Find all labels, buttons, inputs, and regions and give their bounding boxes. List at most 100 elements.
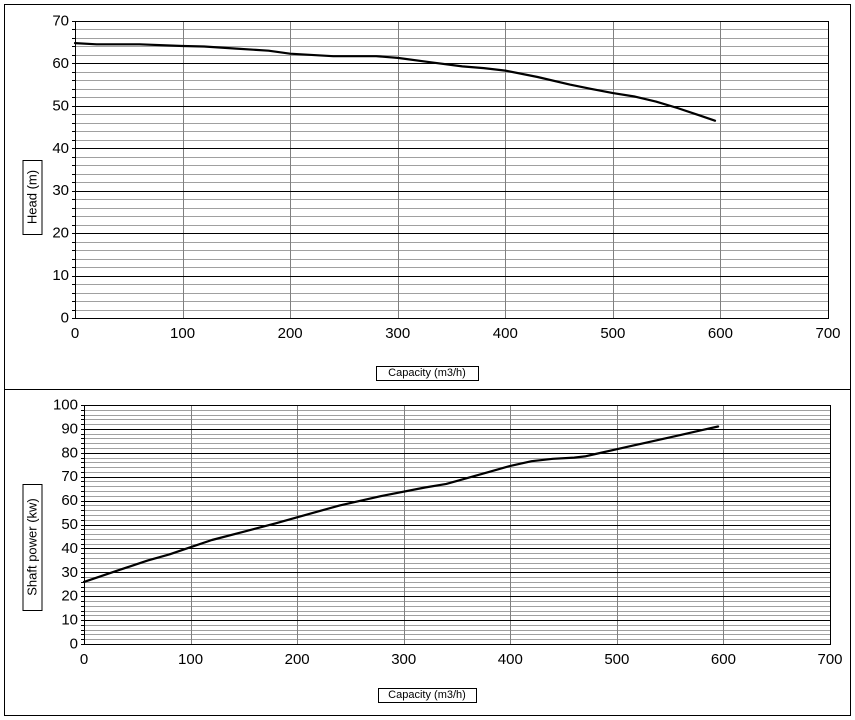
shaft-power-chart-grid [81, 405, 831, 645]
x-tick-label: 600 [708, 325, 733, 342]
data-point [658, 439, 661, 441]
data-point [332, 55, 334, 57]
data-point [429, 61, 431, 63]
y-tick-label: 60 [52, 55, 69, 72]
data-point [573, 457, 575, 459]
data-point [268, 50, 270, 52]
data-point [637, 443, 639, 445]
shaft-power-chart-y-axis-title: Shaft power (kw) [25, 498, 40, 596]
x-tick-label: 500 [604, 651, 629, 668]
y-tick-label: 70 [52, 13, 69, 30]
x-tick-label: 700 [817, 651, 842, 668]
shaft-power-chart-tick-labels: 0 100 200 300 400 500 600 700 0 10 20 30 40 50 60 70 80 9… [53, 397, 843, 669]
y-tick-label: 20 [61, 588, 78, 605]
head-chart-grid [72, 21, 829, 319]
y-tick-label: 40 [52, 140, 69, 157]
data-point [509, 465, 511, 467]
shaft-power-chart-x-axis-label: Capacity (m3/h) [378, 688, 477, 703]
data-point [655, 101, 657, 103]
data-point [138, 43, 141, 45]
data-point [95, 43, 98, 45]
head-chart-marks [73, 42, 717, 122]
y-tick-label: 60 [61, 492, 78, 509]
y-tick-label: 100 [53, 397, 78, 414]
x-tick-label: 300 [385, 325, 410, 342]
x-tick-label: 600 [711, 651, 736, 668]
y-tick-label: 20 [52, 225, 69, 242]
x-tick-label: 400 [498, 651, 523, 668]
data-point [445, 483, 447, 485]
x-tick-label: 100 [178, 651, 203, 668]
y-tick-label: 90 [61, 420, 78, 437]
data-point [147, 559, 149, 562]
y-tick-label: 40 [61, 540, 78, 557]
data-point [676, 107, 679, 109]
data-point [552, 458, 554, 460]
data-point [590, 88, 592, 90]
data-point [275, 522, 277, 524]
x-tick-label: 400 [493, 325, 518, 342]
data-point [381, 495, 383, 497]
data-point [698, 114, 700, 116]
data-point [483, 67, 485, 69]
data-point [488, 471, 490, 473]
y-tick-label: 30 [52, 182, 69, 199]
plot-frame [84, 405, 831, 645]
data-point [714, 120, 716, 122]
data-point [616, 448, 618, 450]
data-point [701, 429, 703, 431]
data-point [569, 84, 571, 86]
shaft-power-chart: 0 100 200 300 400 500 600 700 0 10 20 30 40 50 60 70 80 9… [22, 397, 843, 703]
y-tick-label: 10 [52, 267, 69, 284]
data-point [594, 453, 597, 455]
shaft-power-chart-y-axis-label: Shaft power (kw) [22, 484, 43, 611]
data-point [190, 546, 192, 548]
data-point [612, 92, 614, 94]
data-point [397, 57, 399, 59]
data-point [537, 76, 539, 78]
data-point [115, 570, 117, 572]
shaft-power-chart-marks [82, 425, 720, 583]
x-tick-label: 700 [815, 325, 840, 342]
data-point [296, 516, 298, 518]
y-tick-label: 70 [61, 468, 78, 485]
series-line [73, 42, 717, 122]
data-point [680, 434, 682, 436]
x-tick-label: 300 [391, 651, 416, 668]
x-tick-label: 0 [80, 651, 88, 668]
data-point [504, 70, 506, 72]
data-point [531, 460, 533, 462]
y-tick-label: 0 [70, 636, 78, 653]
plot-frame [75, 21, 829, 319]
data-point [83, 581, 85, 583]
x-tick-label: 500 [600, 325, 625, 342]
x-tick-label: 200 [278, 325, 303, 342]
data-point [289, 53, 291, 55]
y-tick-label: 10 [61, 612, 78, 629]
data-point [168, 553, 170, 556]
data-point [461, 65, 463, 67]
data-point [339, 504, 341, 506]
data-point [235, 48, 237, 50]
data-point [717, 425, 719, 428]
data-point [467, 477, 469, 479]
data-point [584, 455, 586, 457]
shaft-power-chart-x-axis-title: Capacity (m3/h) [388, 689, 466, 701]
data-point [243, 531, 245, 533]
head-chart-x-axis-title: Capacity (m3/h) [388, 367, 466, 379]
x-tick-label: 0 [71, 325, 79, 342]
data-point [182, 45, 184, 47]
y-tick-label: 30 [61, 564, 78, 581]
data-point [424, 486, 426, 489]
head-chart-x-axis-label: Capacity (m3/h) [376, 366, 479, 381]
head-chart-y-axis-title: Head (m) [25, 170, 40, 224]
x-tick-label: 100 [170, 325, 195, 342]
y-tick-label: 50 [52, 97, 69, 114]
head-chart-y-axis-label: Head (m) [22, 160, 43, 235]
data-point [74, 42, 76, 44]
y-tick-label: 80 [61, 444, 78, 461]
x-tick-label: 200 [285, 651, 310, 668]
y-tick-label: 50 [61, 516, 78, 533]
data-point [633, 95, 636, 98]
